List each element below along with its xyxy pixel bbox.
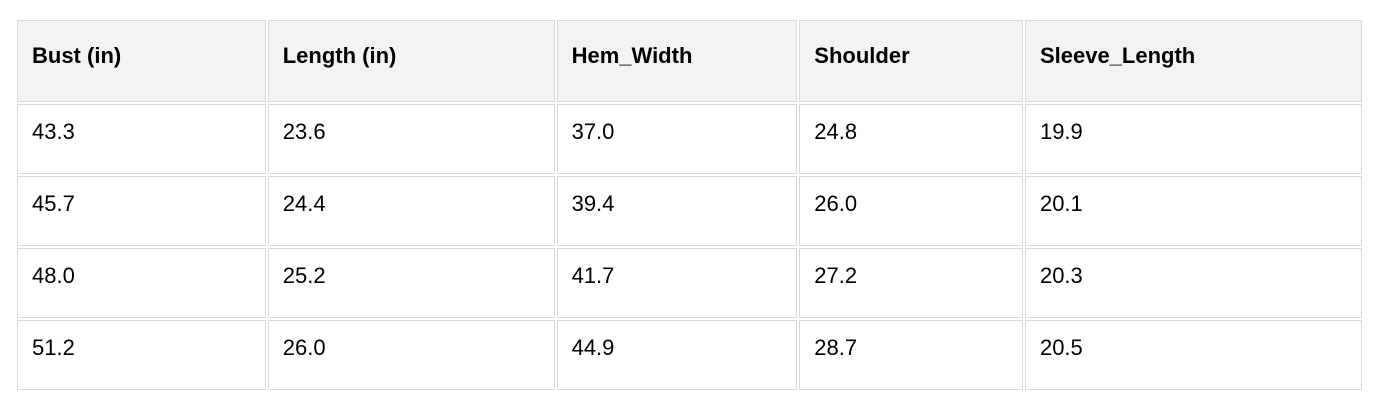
table-cell: 23.6 [267,104,555,174]
table-row: 43.3 23.6 37.0 24.8 19.9 [17,104,1362,174]
table-cell: 45.7 [17,176,266,246]
column-header-hem-width: Hem_Width [556,20,798,102]
table-cell: 26.0 [267,320,555,390]
table-cell: 20.1 [1024,176,1362,246]
table-row: 51.2 26.0 44.9 28.7 20.5 [17,320,1362,390]
column-header-bust: Bust (in) [17,20,266,102]
table-cell: 20.3 [1024,248,1362,318]
measurements-table: Bust (in) Length (in) Hem_Width Shoulder… [15,18,1364,392]
table-cell: 27.2 [799,248,1023,318]
table-cell: 39.4 [556,176,798,246]
table-cell: 24.8 [799,104,1023,174]
table-cell: 44.9 [556,320,798,390]
header-row: Bust (in) Length (in) Hem_Width Shoulder… [17,20,1362,102]
table-row: 48.0 25.2 41.7 27.2 20.3 [17,248,1362,318]
table-cell: 20.5 [1024,320,1362,390]
column-header-sleeve-length: Sleeve_Length [1024,20,1362,102]
table-row: 45.7 24.4 39.4 26.0 20.1 [17,176,1362,246]
table-cell: 26.0 [799,176,1023,246]
column-header-length: Length (in) [267,20,555,102]
table-cell: 19.9 [1024,104,1362,174]
column-header-shoulder: Shoulder [799,20,1023,102]
table-cell: 48.0 [17,248,266,318]
table-cell: 37.0 [556,104,798,174]
table-cell: 41.7 [556,248,798,318]
table-cell: 28.7 [799,320,1023,390]
table-cell: 25.2 [267,248,555,318]
table-cell: 43.3 [17,104,266,174]
table-cell: 51.2 [17,320,266,390]
table-cell: 24.4 [267,176,555,246]
